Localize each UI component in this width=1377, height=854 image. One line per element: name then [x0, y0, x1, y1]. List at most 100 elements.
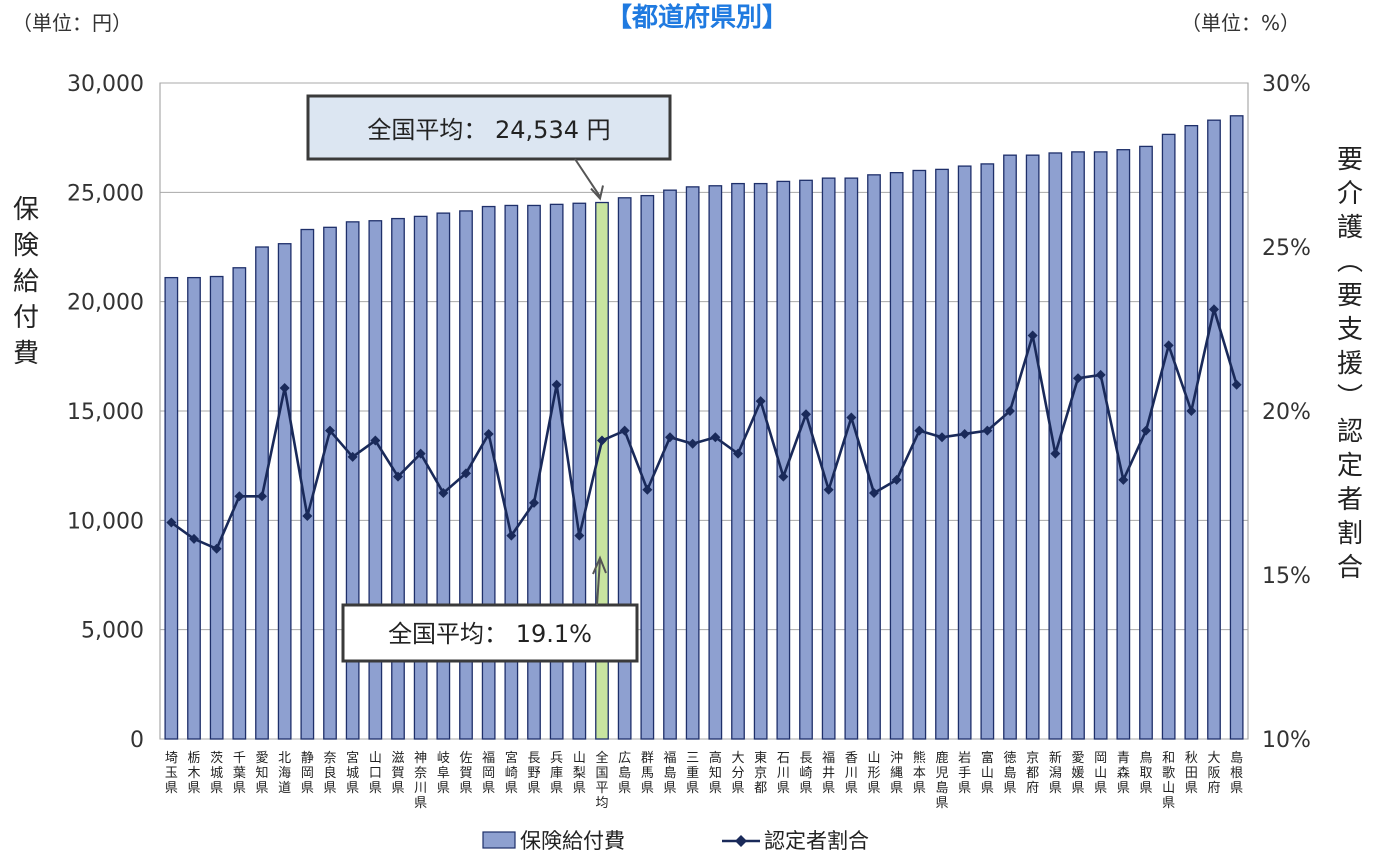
line-point — [574, 530, 585, 541]
category-label: 福島県 — [663, 751, 676, 796]
category-label: 兵庫県 — [550, 751, 563, 796]
left-tick-label: 15,000 — [67, 400, 144, 425]
category-label: 福井県 — [822, 751, 835, 796]
callout-text-bar: 全国平均： 24,534 円 — [367, 116, 610, 144]
line-point — [1005, 406, 1015, 416]
bar — [957, 165, 972, 740]
left-axis-title-text: 保険給付費 — [13, 195, 39, 369]
callout-box-bar — [306, 94, 672, 161]
bar — [187, 276, 201, 740]
left-tick-label: 20,000 — [67, 291, 144, 316]
left-tick-label: 0 — [130, 728, 144, 753]
line-point — [755, 396, 766, 407]
category-label: 千葉県 — [233, 751, 246, 796]
bar — [1116, 149, 1131, 740]
line-point — [166, 517, 177, 528]
bar — [323, 226, 337, 740]
line-point — [189, 533, 199, 544]
line-point — [415, 448, 426, 459]
category-label: 山形県 — [867, 751, 880, 796]
line-point — [257, 491, 267, 502]
category-label: 鹿児島県 — [935, 750, 948, 811]
category-label: 大阪府 — [1207, 751, 1220, 796]
series-line — [170, 304, 1238, 551]
line-point — [619, 425, 630, 436]
bar — [912, 169, 927, 740]
line-point — [823, 484, 834, 495]
category-label: 山梨県 — [573, 751, 586, 796]
right-tick-label: 25% — [1262, 236, 1311, 261]
category-label: 愛媛県 — [1071, 751, 1084, 796]
category-label: 愛知県 — [255, 751, 268, 796]
line-point — [959, 428, 970, 439]
right-unit-label: （単位：%） — [1181, 11, 1300, 35]
line-point — [687, 438, 698, 449]
bar — [685, 186, 700, 740]
line-point — [461, 468, 471, 479]
bar — [867, 174, 881, 740]
category-label: 香川県 — [845, 751, 858, 796]
category-label: 宮城県 — [346, 750, 359, 796]
category-label: 島根県 — [1230, 751, 1243, 796]
line-point — [551, 379, 562, 390]
line-point — [597, 435, 607, 446]
legend-marker — [735, 835, 747, 847]
right-axis-ticks: 10% 15% 20% 25% 30% — [1262, 72, 1311, 753]
category-label: 静岡県 — [301, 751, 314, 796]
line-point — [393, 471, 403, 482]
callout-arrowhead-bar — [590, 185, 604, 201]
line-point — [642, 484, 653, 495]
line-point — [370, 435, 381, 446]
left-tick-label: 30,000 — [67, 72, 144, 97]
category-label: 奈良県 — [323, 751, 336, 796]
bar-series-保険給付費 — [164, 115, 1244, 740]
line-point — [302, 510, 313, 521]
bar — [753, 182, 768, 740]
legend-swatch-bar — [482, 831, 516, 849]
line-point — [1231, 379, 1242, 390]
category-label: 岩手県 — [958, 751, 971, 796]
line-point — [1209, 304, 1219, 315]
category-label: 埼玉県 — [165, 751, 178, 796]
category-label: 福岡県 — [482, 751, 495, 796]
category-label: 青森県 — [1117, 751, 1130, 796]
category-label: 北海道 — [278, 751, 291, 796]
right-axis-title: 要介護︵要支援︶認定者割合 — [1337, 145, 1363, 583]
category-label: 岡山県 — [1094, 751, 1107, 796]
bar — [731, 182, 745, 740]
line-point — [506, 530, 517, 541]
line-point — [1118, 474, 1129, 485]
legend: 保険給付費 認定者割合 — [482, 829, 869, 853]
bar — [1025, 154, 1040, 740]
category-label: 大分県 — [731, 751, 744, 796]
line-point — [1050, 448, 1061, 459]
line-point — [438, 488, 449, 498]
line-point — [211, 543, 222, 554]
chart-title: 【都道府県別】 — [606, 2, 788, 33]
bar — [1003, 154, 1017, 740]
bar — [708, 185, 723, 740]
line-point — [529, 497, 539, 508]
category-label: 和歌山県 — [1162, 751, 1175, 811]
bar — [799, 179, 813, 740]
bar — [844, 177, 859, 740]
category-label: 沖縄県 — [890, 751, 903, 796]
category-label: 宮崎県 — [505, 750, 518, 796]
category-label: 広島県 — [618, 751, 631, 796]
category-label: 新潟県 — [1049, 750, 1062, 796]
bar — [209, 275, 224, 740]
category-label: 長崎県 — [799, 751, 812, 796]
line-point — [891, 474, 902, 485]
line-point — [1141, 425, 1151, 436]
line-point — [937, 432, 947, 443]
bar — [640, 194, 655, 740]
bar — [1207, 119, 1221, 740]
line-point — [234, 491, 245, 502]
bar — [1048, 152, 1063, 740]
right-tick-label: 20% — [1262, 400, 1311, 425]
right-tick-label: 10% — [1262, 728, 1311, 753]
bar — [1184, 124, 1199, 740]
category-label: 岐阜県 — [437, 751, 450, 796]
line-point — [347, 451, 358, 462]
